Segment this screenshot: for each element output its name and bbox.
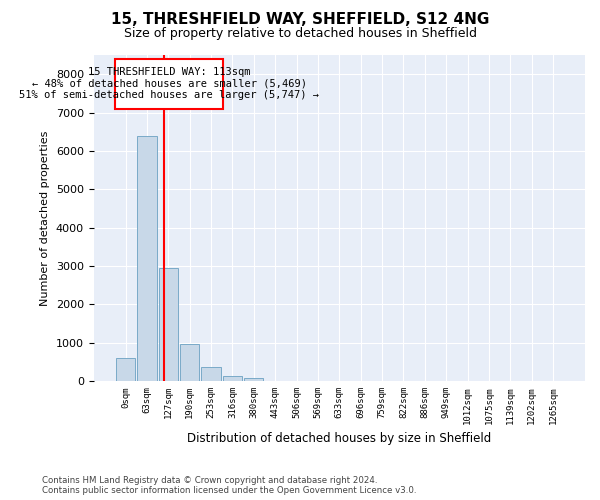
Text: Size of property relative to detached houses in Sheffield: Size of property relative to detached ho…	[124, 28, 476, 40]
X-axis label: Distribution of detached houses by size in Sheffield: Distribution of detached houses by size …	[187, 432, 491, 445]
Bar	[137, 136, 157, 381]
Y-axis label: Number of detached properties: Number of detached properties	[40, 130, 50, 306]
Bar	[116, 358, 135, 381]
Text: 15 THRESHFIELD WAY: 113sqm
← 48% of detached houses are smaller (5,469)
51% of s: 15 THRESHFIELD WAY: 113sqm ← 48% of deta…	[19, 67, 319, 100]
Bar	[158, 268, 178, 381]
Bar	[180, 344, 199, 381]
FancyBboxPatch shape	[115, 59, 223, 108]
Text: Contains HM Land Registry data © Crown copyright and database right 2024.
Contai: Contains HM Land Registry data © Crown c…	[42, 476, 416, 495]
Bar	[244, 378, 263, 381]
Text: 15, THRESHFIELD WAY, SHEFFIELD, S12 4NG: 15, THRESHFIELD WAY, SHEFFIELD, S12 4NG	[111, 12, 489, 28]
Bar	[223, 376, 242, 381]
Bar	[202, 368, 221, 381]
